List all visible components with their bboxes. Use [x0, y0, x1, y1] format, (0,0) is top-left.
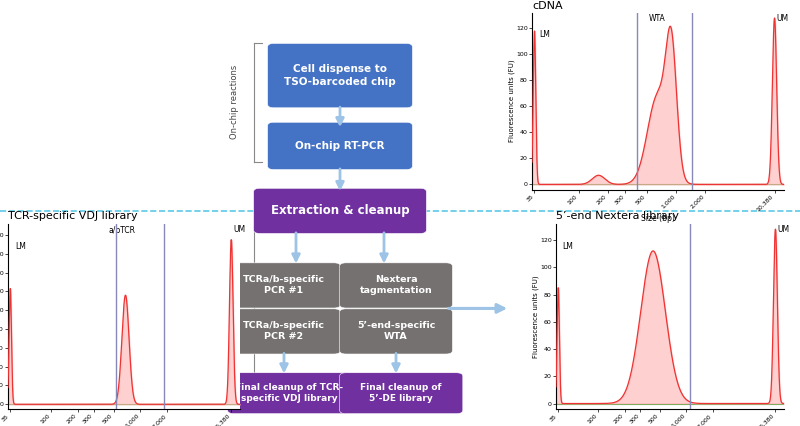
Text: LM: LM [539, 30, 550, 39]
Text: TCR-specific VDJ library: TCR-specific VDJ library [8, 211, 138, 222]
Text: Nextera
tagmentation: Nextera tagmentation [360, 275, 432, 296]
X-axis label: Size (bp): Size (bp) [641, 214, 675, 223]
Text: a/bTCR: a/bTCR [108, 225, 135, 234]
Text: UM: UM [777, 225, 790, 234]
Text: UM: UM [777, 14, 789, 23]
FancyBboxPatch shape [254, 188, 426, 233]
Text: 5’-end Nextera library: 5’-end Nextera library [556, 211, 679, 222]
Text: On-chip RT-PCR: On-chip RT-PCR [295, 141, 385, 151]
FancyBboxPatch shape [339, 373, 462, 414]
FancyBboxPatch shape [339, 263, 453, 308]
Text: Cell dispense to
TSO-barcoded chip: Cell dispense to TSO-barcoded chip [284, 64, 396, 87]
Text: TCRa/b-specific
PCR #2: TCRa/b-specific PCR #2 [243, 321, 325, 342]
FancyBboxPatch shape [339, 309, 453, 354]
Text: TCRa/b-specific
PCR #1: TCRa/b-specific PCR #1 [243, 275, 325, 296]
FancyBboxPatch shape [267, 122, 413, 170]
Y-axis label: Fluorescence units (FU): Fluorescence units (FU) [532, 275, 538, 357]
Text: 5’-end-specific
WTA: 5’-end-specific WTA [357, 321, 435, 342]
FancyBboxPatch shape [267, 43, 413, 108]
Text: UM: UM [233, 225, 245, 234]
FancyBboxPatch shape [227, 309, 341, 354]
Text: Final cleanup of TCR-
specific VDJ library: Final cleanup of TCR- specific VDJ libra… [235, 383, 343, 403]
Text: On-chip reactions: On-chip reactions [230, 65, 239, 139]
FancyBboxPatch shape [227, 373, 350, 414]
Text: LM: LM [14, 242, 26, 251]
Text: Extraction & cleanup: Extraction & cleanup [270, 204, 410, 217]
Text: cDNA: cDNA [532, 0, 562, 11]
Y-axis label: Fluorescence units (FU): Fluorescence units (FU) [508, 60, 514, 142]
Text: Final cleanup of
5’-DE library: Final cleanup of 5’-DE library [361, 383, 442, 403]
Text: LM: LM [562, 242, 574, 250]
FancyBboxPatch shape [227, 263, 341, 308]
Text: WTA: WTA [648, 14, 665, 23]
Text: Off-chip reactions: Off-chip reactions [230, 269, 239, 343]
